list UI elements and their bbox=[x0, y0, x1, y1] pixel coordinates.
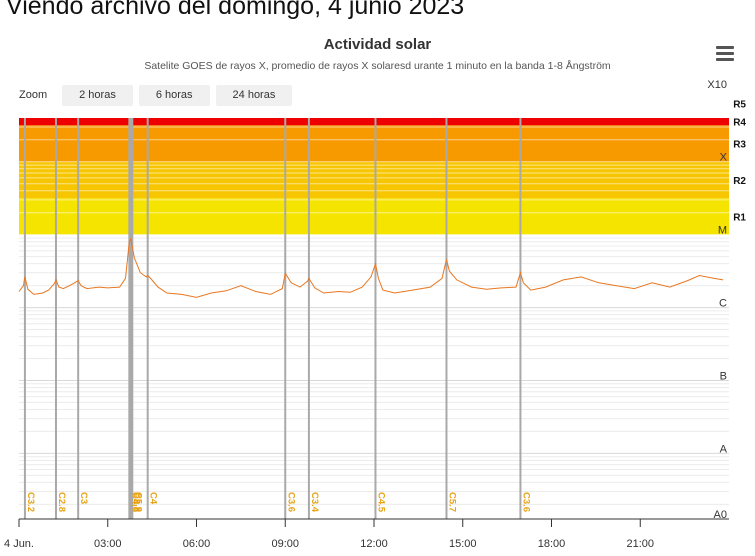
chart-labels: C3.2 C2.8 C3 C4.6C8.8C5.9 C4 C3.6 C3.4 C4.5 C5.7… bbox=[25, 79, 747, 521]
radio-band-label: R5 bbox=[733, 99, 746, 110]
flare-label: C4 bbox=[148, 492, 159, 505]
x-tick-label: 12:00 bbox=[360, 538, 388, 550]
x-tick-label: 21:00 bbox=[626, 538, 654, 550]
zoom-2h-button[interactable]: 2 horas bbox=[62, 84, 133, 106]
flare-label: C3.2 bbox=[25, 492, 36, 512]
series-line bbox=[18, 237, 724, 298]
radio-bands bbox=[19, 118, 729, 235]
flare-label: C2.8 bbox=[56, 492, 67, 512]
radio-band-r3 bbox=[19, 125, 729, 162]
class-label: M bbox=[718, 225, 727, 237]
hamburger-menu-icon[interactable] bbox=[716, 46, 734, 62]
flare-label: C3.6 bbox=[285, 492, 296, 512]
radio-band-r1 bbox=[19, 198, 729, 235]
flare-label: C3.4 bbox=[309, 492, 320, 513]
zoom-toolbar: Zoom 2 horas 6 horas 24 horas bbox=[19, 84, 298, 106]
radio-band-label: R2 bbox=[733, 176, 746, 187]
x-axis: 4 Jun. 03:00 06:00 09:00 12:00 15:00 18:00 21:0… bbox=[4, 518, 729, 550]
class-label: X bbox=[720, 152, 728, 164]
x-tick-label: 18:00 bbox=[538, 538, 566, 550]
class-label: A0 bbox=[714, 509, 727, 521]
flare-label: C4.5 bbox=[375, 492, 386, 513]
x-tick-label: 15:00 bbox=[449, 538, 477, 550]
radio-band-label: R4 bbox=[733, 118, 746, 129]
series-layer bbox=[18, 237, 724, 298]
zoom-label: Zoom bbox=[19, 89, 48, 101]
flare-label: C3 bbox=[78, 492, 89, 504]
x-tick-label: 4 Jun. bbox=[4, 538, 34, 550]
grid-lines bbox=[19, 126, 729, 505]
flare-label: C8.8 bbox=[131, 492, 142, 512]
class-label: B bbox=[720, 370, 727, 382]
flare-label: C3.6 bbox=[520, 492, 531, 512]
x-tick-label: 03:00 bbox=[94, 538, 122, 550]
zoom-24h-button[interactable]: 24 horas bbox=[215, 84, 293, 106]
flare-label: C4.6 bbox=[129, 492, 140, 512]
class-label: C bbox=[719, 298, 727, 310]
chart-subtitle: Satelite GOES de rayos X, promedio de ra… bbox=[144, 60, 611, 72]
class-label: X10 bbox=[707, 79, 727, 91]
x-tick-label: 09:00 bbox=[271, 538, 299, 550]
flare-markers bbox=[23, 118, 522, 519]
zoom-6h-button[interactable]: 6 horas bbox=[138, 84, 210, 106]
class-label: A bbox=[720, 443, 728, 455]
radio-band-r2 bbox=[19, 161, 729, 199]
page-heading: Viendo archivo del domingo, 4 junio 2023 bbox=[6, 0, 465, 20]
flare-label: C5.9 bbox=[132, 492, 143, 512]
radio-band-label: R3 bbox=[733, 140, 746, 151]
x-tick-label: 06:00 bbox=[183, 538, 211, 550]
radio-band-label: R1 bbox=[733, 212, 746, 223]
chart-title: Actividad solar bbox=[323, 36, 432, 53]
flare-label: C5.7 bbox=[446, 492, 457, 512]
radio-band-r4 bbox=[19, 118, 729, 126]
